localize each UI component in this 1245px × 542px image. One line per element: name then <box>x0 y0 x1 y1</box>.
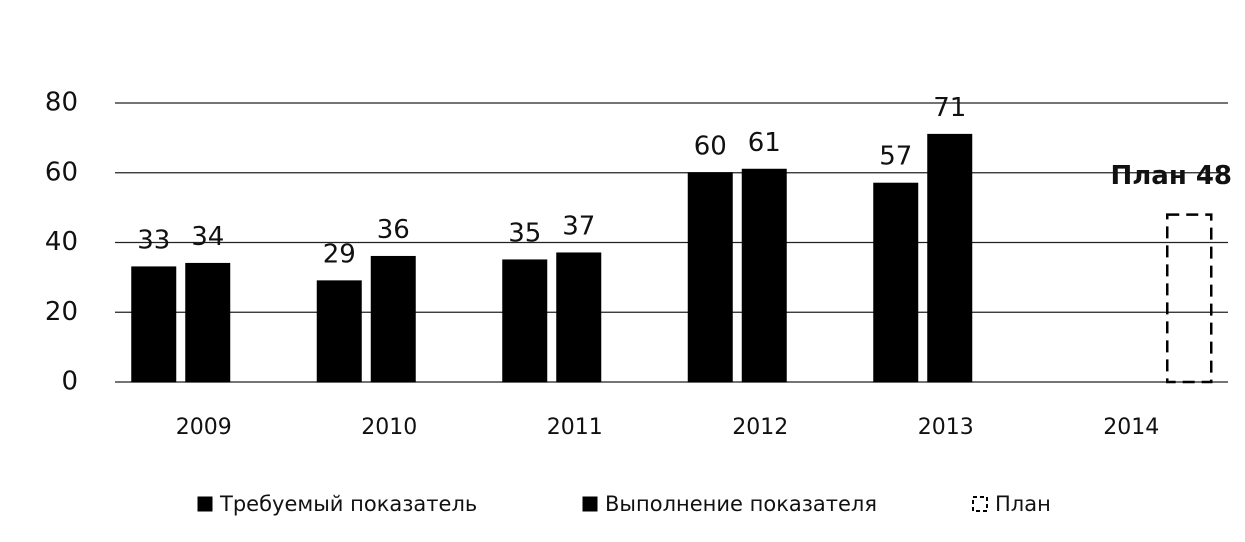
y-tick-label: 60 <box>45 157 78 187</box>
value-label: 34 <box>191 222 224 252</box>
bar <box>927 133 973 383</box>
x-tick-label: 2012 <box>732 415 788 440</box>
value-label: 33 <box>137 225 170 255</box>
legend-label: Требуемый показатель <box>219 492 477 516</box>
bar <box>316 280 362 383</box>
x-tick-label: 2011 <box>547 415 603 440</box>
y-tick-label: 40 <box>45 227 78 257</box>
bar <box>185 262 231 383</box>
value-label: 57 <box>879 142 912 172</box>
legend-label: Выполнение показателя <box>605 492 877 516</box>
value-label: 60 <box>694 131 727 161</box>
value-label: 35 <box>508 218 541 248</box>
plan-label: План 48 <box>1110 161 1232 191</box>
x-tick-label: 2013 <box>918 415 974 440</box>
bar <box>687 172 733 383</box>
legend-swatch <box>197 496 213 512</box>
bar <box>502 259 548 383</box>
x-tick-label: 2009 <box>176 415 232 440</box>
bar <box>370 255 416 383</box>
bar <box>131 266 177 383</box>
legend-swatch <box>972 496 988 512</box>
bar <box>873 182 919 383</box>
value-label: 29 <box>323 239 356 269</box>
legend-label: План <box>995 492 1051 516</box>
bar <box>741 168 787 383</box>
value-label: 37 <box>562 211 595 241</box>
x-tick-label: 2010 <box>361 415 417 440</box>
value-label: 71 <box>933 93 966 123</box>
bar <box>1166 213 1213 384</box>
bar <box>556 252 602 383</box>
value-label: 36 <box>377 215 410 245</box>
y-tick-label: 0 <box>61 367 78 397</box>
y-tick-label: 80 <box>45 88 78 118</box>
legend-swatch <box>582 496 598 512</box>
value-label: 61 <box>748 128 781 158</box>
y-tick-label: 20 <box>45 297 78 327</box>
x-tick-label: 2014 <box>1103 415 1159 440</box>
